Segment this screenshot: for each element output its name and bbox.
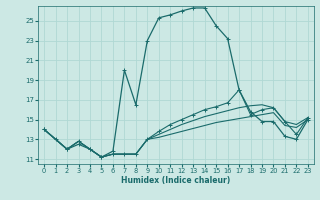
X-axis label: Humidex (Indice chaleur): Humidex (Indice chaleur) xyxy=(121,176,231,185)
